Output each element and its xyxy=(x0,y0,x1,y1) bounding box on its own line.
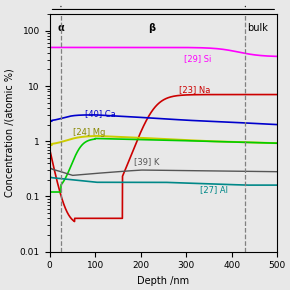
Text: [24] Mg: [24] Mg xyxy=(73,128,106,137)
Text: [29] Si: [29] Si xyxy=(184,54,211,63)
Text: [27] Al: [27] Al xyxy=(200,185,228,194)
Y-axis label: Concentration /(atomic %): Concentration /(atomic %) xyxy=(4,68,14,197)
Text: [40] Ca: [40] Ca xyxy=(85,109,116,118)
X-axis label: Depth /nm: Depth /nm xyxy=(137,276,189,286)
Text: α: α xyxy=(58,23,64,33)
Text: β: β xyxy=(148,23,155,33)
Text: bulk: bulk xyxy=(247,23,268,33)
Text: [23] Na: [23] Na xyxy=(179,85,211,95)
Text: [39] K: [39] K xyxy=(134,157,159,166)
